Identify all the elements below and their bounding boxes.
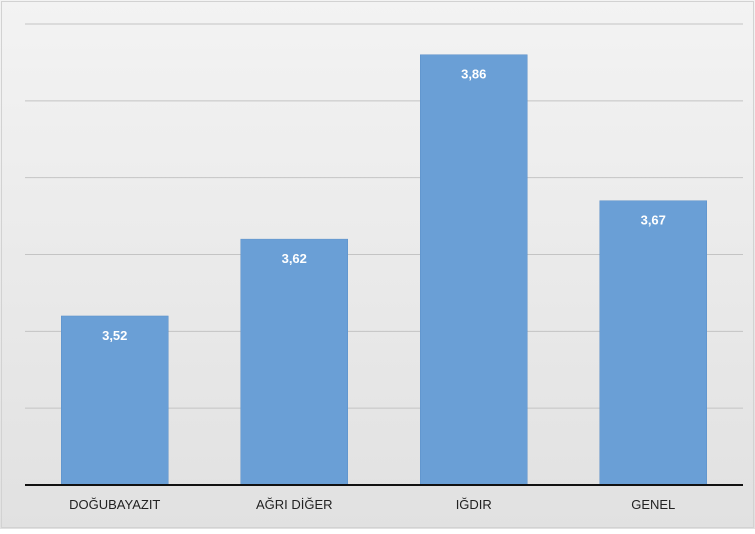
category-label: AĞRI DİĞER	[256, 497, 333, 512]
data-label: 3,62	[282, 251, 307, 266]
category-label: GENEL	[631, 497, 675, 512]
data-label: 3,52	[102, 328, 127, 343]
bar	[240, 238, 348, 486]
data-labels: 3,52 3,62 3,86 3,67	[102, 67, 666, 343]
bar	[599, 200, 707, 486]
bars	[61, 54, 707, 486]
data-label: 3,67	[641, 213, 666, 228]
bar	[61, 315, 169, 486]
category-label: IĞDIR	[456, 497, 492, 512]
category-labels: DOĞUBAYAZIT AĞRI DİĞER IĞDIR GENEL	[69, 497, 675, 512]
bar	[420, 54, 528, 486]
category-label: DOĞUBAYAZIT	[69, 497, 160, 512]
data-label: 3,86	[461, 67, 486, 82]
